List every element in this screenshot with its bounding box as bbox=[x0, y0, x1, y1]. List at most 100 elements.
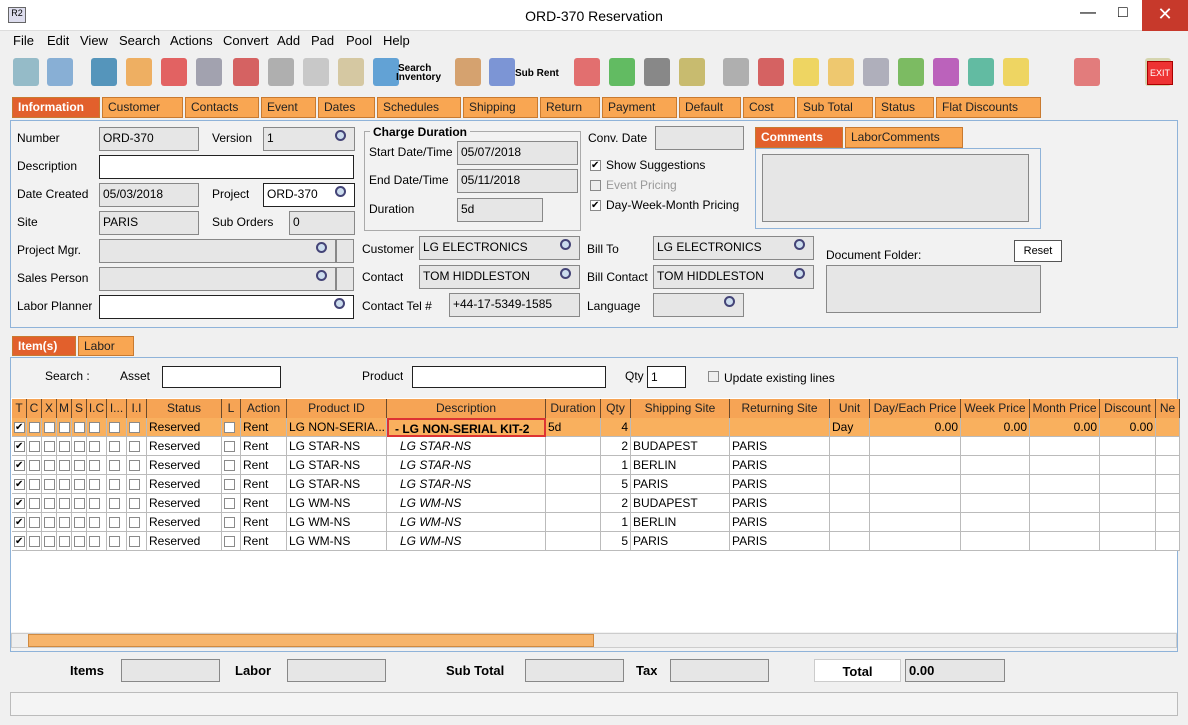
lookup-icon[interactable] bbox=[335, 130, 346, 141]
checkbox[interactable] bbox=[44, 441, 55, 452]
checkbox[interactable] bbox=[129, 479, 140, 490]
checkbox[interactable] bbox=[224, 422, 235, 433]
checkbox[interactable] bbox=[74, 460, 85, 471]
footer-field[interactable] bbox=[670, 659, 769, 682]
tab[interactable]: Flat Discounts bbox=[936, 97, 1041, 118]
checkbox[interactable]: ✔ bbox=[14, 441, 25, 452]
checkbox[interactable] bbox=[74, 498, 85, 509]
checkbox[interactable] bbox=[74, 422, 85, 433]
lookup-icon[interactable] bbox=[560, 239, 571, 250]
footer-field[interactable] bbox=[121, 659, 220, 682]
menu-item[interactable]: Add bbox=[277, 33, 301, 48]
checkbox[interactable] bbox=[29, 498, 40, 509]
text-field[interactable]: 05/07/2018 bbox=[457, 141, 578, 165]
checkbox[interactable] bbox=[29, 422, 40, 433]
tab[interactable]: Dates bbox=[318, 97, 375, 118]
toolbar-button[interactable] bbox=[338, 58, 364, 86]
scroll-thumb[interactable] bbox=[28, 634, 594, 647]
checkbox[interactable]: ✔ bbox=[590, 200, 601, 211]
reset-button[interactable]: Reset bbox=[1014, 240, 1062, 262]
checkbox[interactable] bbox=[224, 441, 235, 452]
minimize[interactable]: — bbox=[1080, 4, 1096, 21]
checkbox[interactable] bbox=[89, 460, 100, 471]
text-field[interactable]: 05/03/2018 bbox=[99, 183, 199, 207]
checkbox[interactable] bbox=[129, 517, 140, 528]
text-field[interactable]: 1 bbox=[263, 127, 355, 151]
checkbox[interactable] bbox=[44, 498, 55, 509]
checkbox[interactable] bbox=[89, 441, 100, 452]
checkbox[interactable] bbox=[59, 422, 70, 433]
toolbar-button[interactable] bbox=[1074, 58, 1100, 86]
text-field[interactable]: LG ELECTRONICS bbox=[653, 236, 814, 260]
text-field[interactable]: LG ELECTRONICS bbox=[419, 236, 580, 260]
tab[interactable]: Sub Total bbox=[797, 97, 873, 118]
toolbar-button[interactable] bbox=[455, 58, 481, 86]
toolbar-button[interactable] bbox=[723, 58, 749, 86]
checkbox[interactable] bbox=[224, 479, 235, 490]
subtab[interactable]: Labor bbox=[78, 336, 134, 356]
lookup-icon[interactable] bbox=[794, 268, 805, 279]
text-field[interactable] bbox=[99, 155, 354, 179]
lookup-icon[interactable] bbox=[794, 239, 805, 250]
text-field[interactable] bbox=[162, 366, 281, 388]
text-field[interactable]: 05/11/2018 bbox=[457, 169, 578, 193]
menu-item[interactable]: Help bbox=[383, 33, 410, 48]
toolbar-button[interactable] bbox=[863, 58, 889, 86]
toolbar-button[interactable] bbox=[933, 58, 959, 86]
menu-item[interactable]: Convert bbox=[223, 33, 269, 48]
text-field[interactable] bbox=[99, 295, 354, 319]
toolbar-button[interactable] bbox=[47, 58, 73, 86]
checkbox[interactable]: ✔ bbox=[14, 536, 25, 547]
checkbox[interactable] bbox=[129, 536, 140, 547]
tab[interactable]: Cost bbox=[743, 97, 795, 118]
text-field[interactable]: TOM HIDDLESTON bbox=[653, 265, 814, 289]
toolbar-button[interactable] bbox=[574, 58, 600, 86]
lookup-icon[interactable] bbox=[316, 242, 327, 253]
checkbox[interactable] bbox=[129, 460, 140, 471]
tab[interactable]: Event bbox=[261, 97, 316, 118]
lookup-icon[interactable] bbox=[334, 298, 345, 309]
menu-item[interactable]: Search bbox=[119, 33, 161, 48]
comment-tab[interactable]: Comments bbox=[755, 127, 843, 148]
checkbox[interactable] bbox=[74, 517, 85, 528]
menu-item[interactable]: View bbox=[80, 33, 108, 48]
tab[interactable]: Shipping bbox=[463, 97, 538, 118]
toolbar-button[interactable] bbox=[898, 58, 924, 86]
tab[interactable]: Contacts bbox=[185, 97, 259, 118]
toolbar-button[interactable] bbox=[489, 58, 515, 86]
tab[interactable]: Default bbox=[679, 97, 741, 118]
checkbox[interactable] bbox=[29, 536, 40, 547]
checkbox[interactable]: ✔ bbox=[14, 422, 25, 433]
menu-item[interactable]: Pad bbox=[311, 33, 335, 48]
footer-field[interactable] bbox=[525, 659, 624, 682]
checkbox[interactable] bbox=[44, 536, 55, 547]
checkbox[interactable] bbox=[89, 536, 100, 547]
checkbox[interactable] bbox=[109, 479, 120, 490]
checkbox[interactable] bbox=[74, 536, 85, 547]
checkbox[interactable]: ✔ bbox=[14, 498, 25, 509]
toolbar-button[interactable] bbox=[758, 58, 784, 86]
checkbox[interactable] bbox=[109, 460, 120, 471]
tab[interactable]: Information bbox=[12, 97, 100, 118]
checkbox[interactable] bbox=[59, 536, 70, 547]
toolbar-button[interactable] bbox=[828, 58, 854, 86]
toolbar-button[interactable] bbox=[196, 58, 222, 86]
checkbox[interactable] bbox=[224, 517, 235, 528]
checkbox[interactable] bbox=[109, 441, 120, 452]
checkbox[interactable] bbox=[224, 460, 235, 471]
dropdown[interactable] bbox=[336, 267, 354, 291]
checkbox[interactable] bbox=[44, 422, 55, 433]
checkbox[interactable] bbox=[224, 536, 235, 547]
text-field[interactable]: 1 bbox=[647, 366, 686, 388]
checkbox[interactable] bbox=[129, 422, 140, 433]
checkbox[interactable] bbox=[74, 479, 85, 490]
lookup-icon[interactable] bbox=[316, 270, 327, 281]
checkbox[interactable]: ✔ bbox=[14, 517, 25, 528]
tab[interactable]: Payment bbox=[602, 97, 677, 118]
checkbox[interactable]: ✔ bbox=[14, 460, 25, 471]
text-field[interactable] bbox=[655, 126, 744, 150]
checkbox[interactable] bbox=[129, 441, 140, 452]
text-field[interactable] bbox=[99, 239, 336, 263]
dropdown[interactable] bbox=[336, 239, 354, 263]
tab[interactable]: Status bbox=[875, 97, 934, 118]
